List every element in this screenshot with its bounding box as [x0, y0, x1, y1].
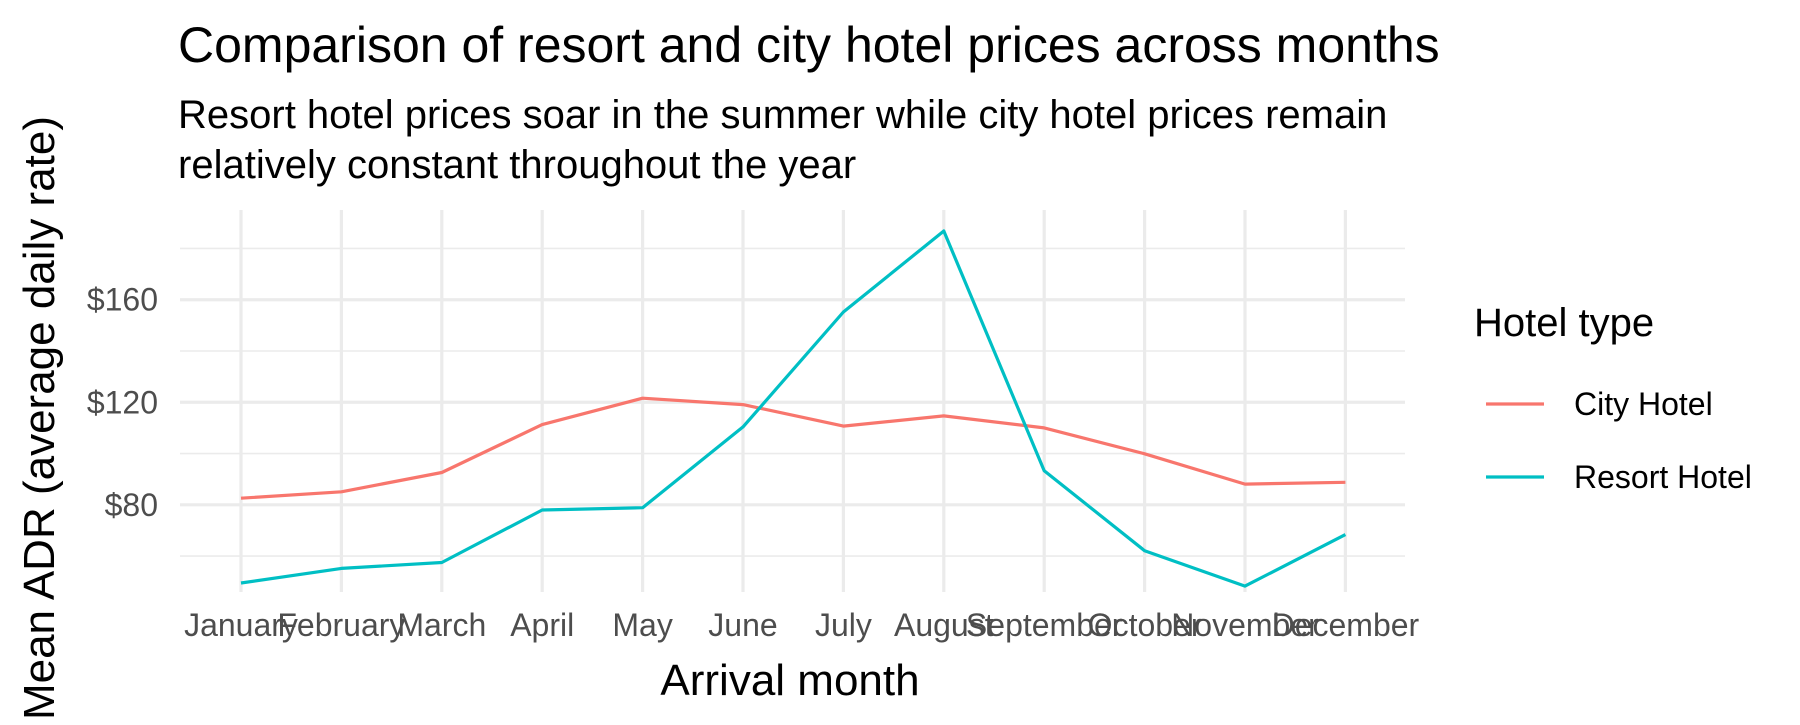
legend-label: Resort Hotel	[1574, 459, 1752, 495]
x-tick-label: November	[1171, 607, 1319, 643]
x-tick-label: October	[1088, 607, 1202, 643]
x-tick-label: August	[894, 607, 994, 643]
legend-title: Hotel type	[1474, 301, 1654, 345]
x-tick-label: January	[184, 607, 298, 643]
y-axis-title: Mean ADR (average daily rate)	[15, 116, 64, 720]
x-tick-label: December	[1272, 607, 1420, 643]
y-tick-label: $80	[105, 487, 158, 523]
x-tick-label: July	[815, 607, 872, 643]
x-tick-label: March	[397, 607, 486, 643]
y-tick-label: $120	[87, 384, 158, 420]
y-tick-label: $160	[87, 282, 158, 318]
series-lines	[240, 229, 1347, 588]
chart-subtitle-line-1: Resort hotel prices soar in the summer w…	[178, 93, 1387, 137]
x-tick-label: September	[966, 607, 1123, 643]
x-tick-label: April	[510, 607, 574, 643]
x-tick-label: June	[708, 607, 777, 643]
x-tick-label: February	[277, 607, 405, 643]
x-tick-label: May	[612, 607, 672, 643]
grid-lines	[180, 210, 1405, 592]
chart-subtitle-line-2: relatively constant throughout the year	[178, 143, 856, 187]
y-axis-ticks: $80 $120 $160	[87, 282, 158, 523]
series-line-city-hotel	[240, 396, 1346, 500]
x-axis-title: Arrival month	[660, 656, 919, 705]
series-line-resort-hotel	[240, 229, 1347, 588]
legend: City Hotel Resort Hotel	[1486, 386, 1752, 495]
chart-title: Comparison of resort and city hotel pric…	[178, 17, 1440, 73]
legend-label: City Hotel	[1574, 386, 1713, 422]
